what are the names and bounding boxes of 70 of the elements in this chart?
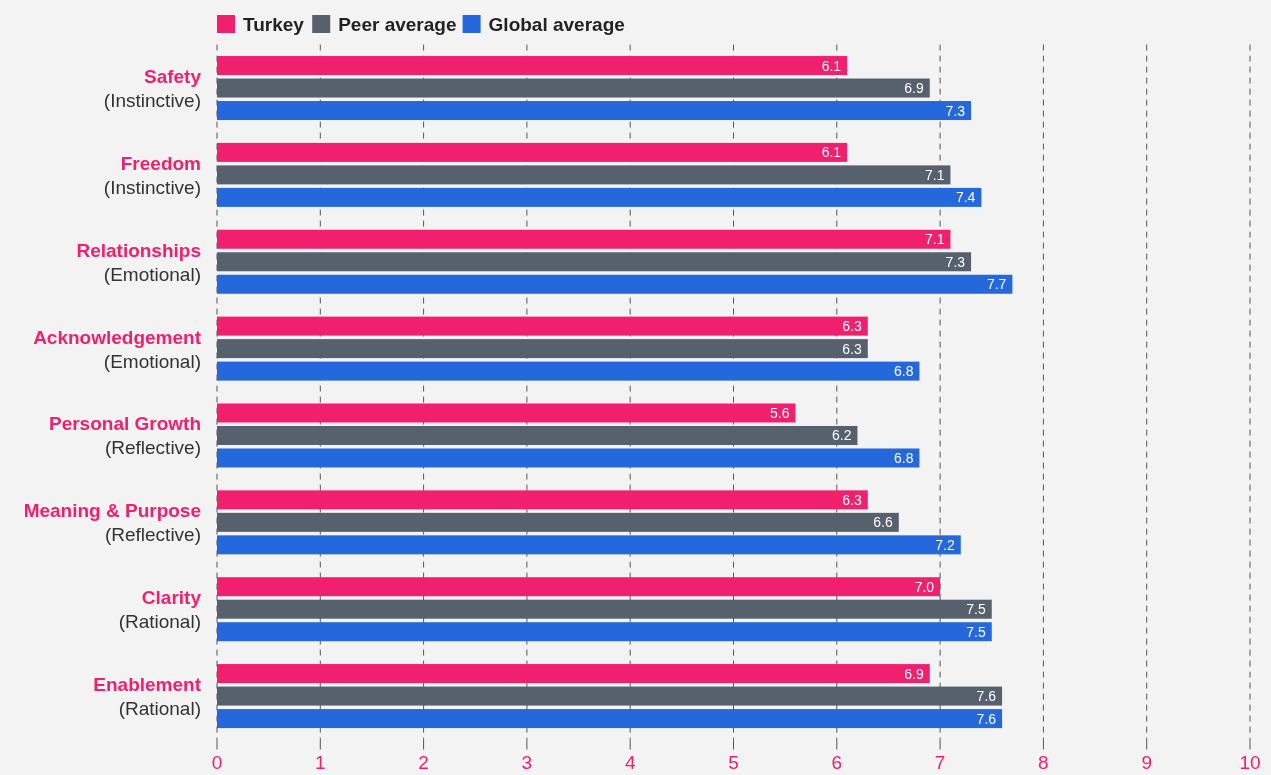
bar [217,101,972,121]
bar [217,316,868,336]
legend-label: Turkey [243,14,305,35]
data-label: 7.1 [924,166,945,183]
bar [217,274,1013,294]
y-tick-label: Clarity (Rational) [118,587,202,633]
data-label: 6.1 [821,57,842,74]
x-tick-label: 1 [315,751,326,773]
data-label: 7.7 [986,276,1007,293]
bar [217,142,848,162]
bar [217,448,920,468]
data-label: 7.6 [976,688,997,705]
bar [217,165,951,185]
data-label: 7.4 [955,189,976,206]
data-label: 7.3 [945,102,966,119]
x-tick-label: 9 [1141,751,1152,773]
y-tick-label: Acknowledgement (Emotional) [33,326,202,372]
bar [217,622,992,642]
x-tick-label: 5 [728,751,739,773]
y-tick-label: Enablement (Rational) [93,674,202,720]
data-label: 7.3 [945,253,966,270]
data-label: 6.6 [873,514,893,531]
data-label: 7.5 [966,623,986,640]
data-label: 6.8 [893,363,914,380]
data-label: 6.3 [842,491,862,508]
bar [217,664,930,684]
x-tick-label: 8 [1038,751,1049,773]
bar [217,187,982,207]
bar [217,229,951,249]
data-label: 6.1 [821,144,842,161]
bar [217,535,961,555]
data-label: 7.5 [966,601,986,618]
bar [217,709,1003,729]
data-label: 7.2 [935,536,955,553]
legend-label: Peer average [338,14,457,35]
x-tick-label: 6 [831,751,843,773]
x-tick-label: 10 [1239,751,1261,773]
data-label: 6.3 [842,318,862,335]
data-label: 6.8 [893,449,914,466]
data-label: 7.1 [924,231,945,248]
y-tick-label: Relationships (Emotional) [76,239,201,285]
y-tick-label: Freedom (Instinctive) [103,152,201,198]
x-tick-label: 0 [211,751,223,773]
bar [217,78,930,98]
y-tick-label: Meaning & Purpose (Reflective) [23,500,201,546]
bar [217,403,796,423]
bar [217,361,920,381]
y-tick-label: Personal Growth (Reflective) [48,413,201,459]
bar [217,512,899,532]
x-tick-label: 3 [521,751,533,773]
data-label: 6.2 [831,427,852,444]
bar [217,252,972,272]
data-label: 6.9 [904,665,924,682]
bar [217,425,858,445]
x-tick-label: 7 [934,751,946,773]
x-tick-label: 2 [418,751,429,773]
bar [217,599,992,619]
data-label: 5.6 [770,404,790,421]
bar [217,577,941,597]
x-tick-label: 4 [624,751,636,773]
bar [217,686,1003,706]
bar [217,490,868,510]
data-label: 7.6 [976,710,997,727]
y-tick-label: Safety (Instinctive) [103,66,202,112]
data-label: 6.3 [842,340,862,357]
legend-label: Global average [488,14,625,35]
data-label: 6.9 [904,80,924,97]
bar [217,339,868,359]
bar [217,56,848,76]
data-label: 7.0 [914,578,935,595]
